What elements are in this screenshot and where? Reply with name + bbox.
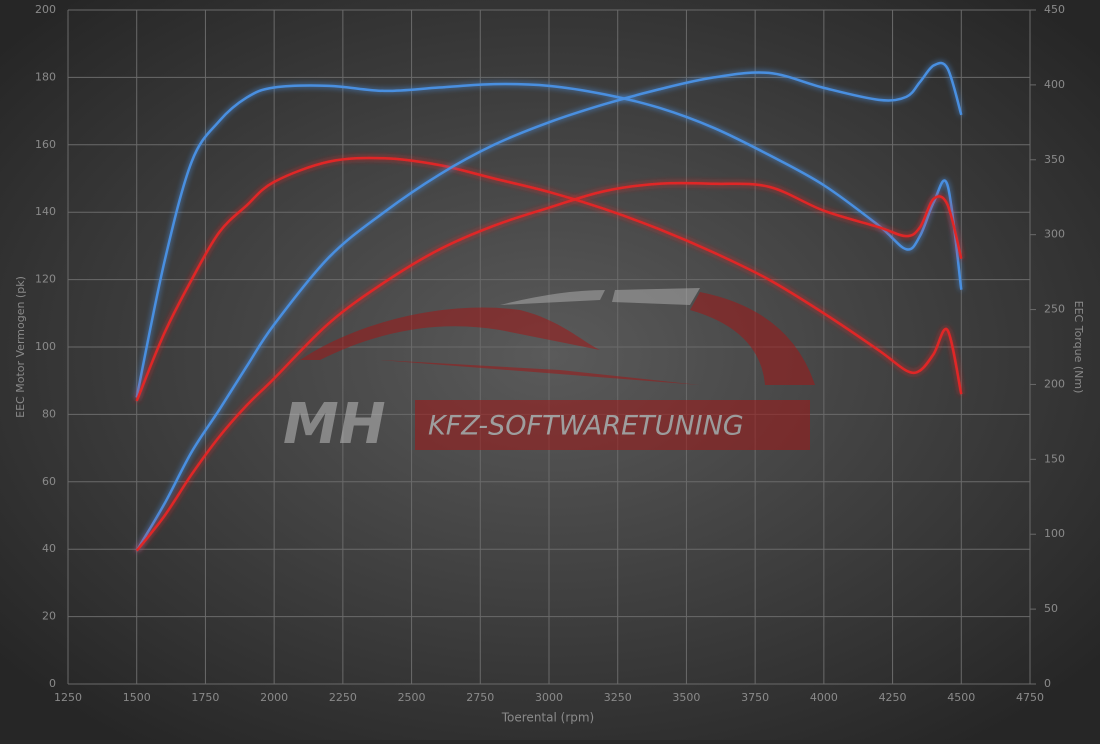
- x-tick-label: 3000: [535, 691, 563, 704]
- series-line: [135, 61, 963, 552]
- x-tick-label: 1250: [54, 691, 82, 704]
- y2-tick-label: 200: [1044, 377, 1065, 390]
- y-tick-label: 140: [35, 205, 56, 218]
- y2-tick-label: 400: [1044, 78, 1065, 91]
- y-tick-label: 40: [42, 542, 56, 555]
- x-axis-label: Toerental (rpm): [501, 711, 594, 725]
- series-line: [135, 82, 963, 398]
- x-tick-label: 3500: [672, 691, 700, 704]
- y-tick-label: 180: [35, 70, 56, 83]
- watermark-tagline: KFZ-SOFTWARETUNING: [428, 411, 744, 442]
- x-tick-label: 1500: [123, 691, 151, 704]
- x-tick-label: 4250: [879, 691, 907, 704]
- x-tick-label: 4500: [947, 691, 975, 704]
- y2-tick-label: 100: [1044, 527, 1065, 540]
- watermark-banner: [415, 400, 810, 450]
- y-tick-label: 60: [42, 475, 56, 488]
- grid: [67, 9, 1036, 685]
- watermark-brand: MH: [283, 392, 386, 457]
- series-line: [135, 156, 963, 402]
- y2-tick-label: 350: [1044, 153, 1065, 166]
- x-tick-label: 2000: [260, 691, 288, 704]
- y-tick-label: 0: [49, 677, 56, 690]
- y2-tick-label: 150: [1044, 452, 1065, 465]
- x-tick-label: 4000: [810, 691, 838, 704]
- x-tick-label: 3250: [604, 691, 632, 704]
- series-line: [135, 181, 963, 552]
- y2-tick-label: 300: [1044, 228, 1065, 241]
- y2-axis-label: EEC Torque (Nm): [1072, 301, 1085, 394]
- x-tick-label: 2250: [329, 691, 357, 704]
- y2-tick-label: 250: [1044, 303, 1065, 316]
- y-tick-label: 80: [42, 407, 56, 420]
- y-tick-label: 120: [35, 273, 56, 286]
- y2-tick-label: 450: [1044, 3, 1065, 16]
- x-tick-label: 2750: [466, 691, 494, 704]
- y2-tick-label: 50: [1044, 602, 1058, 615]
- x-tick-label: 3750: [741, 691, 769, 704]
- x-tick-label: 1750: [191, 691, 219, 704]
- y-tick-label: 100: [35, 340, 56, 353]
- y-tick-label: 20: [42, 610, 56, 623]
- y2-tick-label: 0: [1044, 677, 1051, 690]
- x-tick-label: 4750: [1016, 691, 1044, 704]
- watermark: MH KFZ-SOFTWARETUNING: [283, 288, 815, 457]
- y-tick-label: 200: [35, 3, 56, 16]
- x-tick-label: 2500: [398, 691, 426, 704]
- y-axis-label: EEC Motor Vermogen (pk): [14, 276, 27, 418]
- y-tick-label: 160: [35, 138, 56, 151]
